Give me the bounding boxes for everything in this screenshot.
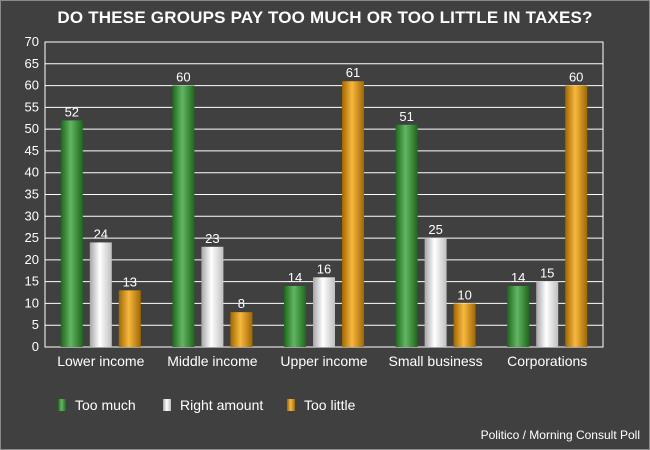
legend-swatch xyxy=(163,399,171,411)
y-tick-label: 25 xyxy=(25,230,39,245)
category-label: Corporations xyxy=(507,353,587,369)
bar xyxy=(172,85,195,348)
data-label: 24 xyxy=(94,226,108,241)
y-tick-label: 5 xyxy=(32,317,39,332)
category-label: Middle income xyxy=(167,353,257,369)
y-tick-label: 55 xyxy=(25,99,39,114)
category-label: Small business xyxy=(389,353,483,369)
data-label: 15 xyxy=(540,266,554,281)
data-label: 14 xyxy=(511,270,525,285)
data-label: 60 xyxy=(569,70,583,85)
legend-label: Too little xyxy=(304,397,356,413)
bar xyxy=(230,312,253,347)
bar xyxy=(342,81,364,347)
y-tick-label: 20 xyxy=(25,252,39,267)
bar xyxy=(60,120,83,347)
y-tick-label: 65 xyxy=(25,56,39,71)
y-tick-label: 35 xyxy=(25,187,39,202)
data-label: 51 xyxy=(399,109,413,124)
data-label: 10 xyxy=(457,287,471,302)
chart-title: DO THESE GROUPS PAY TOO MUCH OR TOO LITT… xyxy=(57,8,593,27)
data-label: 16 xyxy=(317,261,331,276)
y-tick-label: 0 xyxy=(32,339,39,354)
y-tick-label: 30 xyxy=(25,208,39,223)
y-tick-label: 50 xyxy=(25,121,39,136)
bar xyxy=(507,286,530,347)
category-label: Lower income xyxy=(57,353,144,369)
y-tick-label: 15 xyxy=(25,274,39,289)
legend-swatch xyxy=(58,399,66,411)
y-tick-label: 40 xyxy=(25,165,39,180)
data-label: 8 xyxy=(238,296,245,311)
bar xyxy=(313,277,335,347)
legend-label: Too much xyxy=(75,397,136,413)
data-label: 13 xyxy=(123,274,137,289)
y-tick-label: 70 xyxy=(25,34,39,49)
y-tick-label: 60 xyxy=(25,78,39,93)
data-label: 60 xyxy=(176,70,190,85)
data-label: 23 xyxy=(205,231,219,246)
bar xyxy=(536,281,559,347)
bar xyxy=(89,242,112,347)
source-note: Politico / Morning Consult Poll xyxy=(480,428,640,442)
legend-label: Right amount xyxy=(180,397,263,413)
legend-swatch xyxy=(287,399,295,411)
data-label: 52 xyxy=(65,104,79,119)
bar xyxy=(424,238,447,347)
bar xyxy=(284,286,306,347)
data-label: 61 xyxy=(346,65,360,80)
y-tick-label: 10 xyxy=(25,295,39,310)
bar xyxy=(201,246,224,347)
y-tick-label: 45 xyxy=(25,143,39,158)
data-label: 14 xyxy=(288,270,302,285)
category-label: Upper income xyxy=(280,353,367,369)
bar xyxy=(565,85,588,348)
bar xyxy=(395,124,418,348)
bar xyxy=(118,290,141,347)
data-label: 25 xyxy=(428,222,442,237)
bar xyxy=(453,303,476,347)
